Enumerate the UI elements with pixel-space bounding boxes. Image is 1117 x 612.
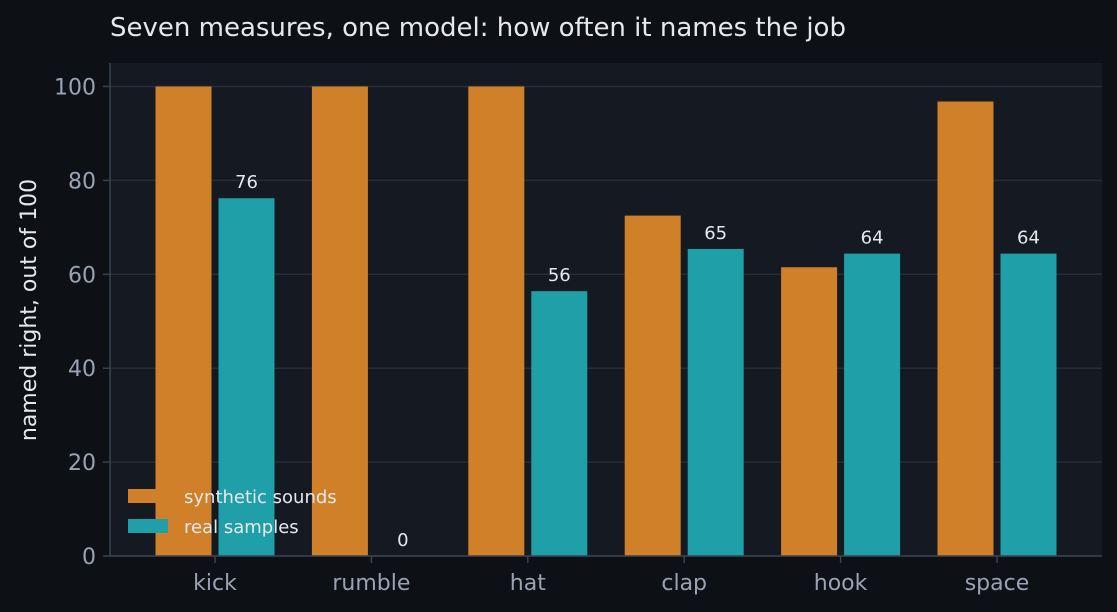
y-tick-label: 0: [82, 545, 96, 570]
bar-space-synthetic: [937, 101, 994, 557]
legend-swatch: [128, 519, 168, 533]
data-label: 65: [704, 223, 727, 244]
plot-area: [110, 63, 1102, 556]
bar-hook-synthetic: [781, 267, 838, 556]
bar-hat-real: [531, 291, 588, 556]
y-axis-label: named right, out of 100: [17, 179, 42, 441]
legend-swatch: [128, 489, 168, 503]
bar-rumble-synthetic: [311, 86, 368, 556]
data-label: 56: [548, 265, 571, 286]
chart-title: Seven measures, one model: how often it …: [110, 13, 846, 43]
x-tick-label: space: [965, 571, 1030, 596]
x-tick-label: hook: [814, 571, 868, 596]
x-tick-label: rumble: [332, 571, 410, 596]
x-tick-label: clap: [661, 571, 707, 596]
bar-clap-synthetic: [624, 215, 681, 556]
legend-label: real samples: [184, 517, 299, 538]
x-ticks: kick rumble hat clap hook space: [193, 571, 1029, 596]
data-label: 64: [861, 228, 884, 249]
legend: synthetic sounds real samples: [128, 487, 337, 538]
data-label: 76: [235, 172, 258, 193]
bar-kick-real: [218, 198, 275, 557]
x-tick-label: kick: [193, 571, 237, 596]
y-tick-label: 20: [68, 451, 96, 476]
bar-hat-synthetic: [468, 86, 525, 556]
y-tick-label: 60: [68, 263, 96, 288]
bar-kick-synthetic: [155, 86, 212, 556]
y-ticks: 0 20 40 60 80 100: [54, 75, 96, 570]
y-tick-label: 80: [68, 169, 96, 194]
data-label: 64: [1017, 228, 1040, 249]
y-tick-label: 40: [68, 357, 96, 382]
legend-label: synthetic sounds: [184, 487, 337, 508]
bar-space-real: [1000, 253, 1057, 557]
bars: [155, 86, 1057, 557]
bar-hook-real: [844, 253, 901, 557]
y-tick-label: 100: [54, 75, 96, 100]
axes: [103, 63, 1102, 563]
bar-clap-real: [687, 248, 744, 556]
data-labels: 76 0 56 65 64 64: [235, 172, 1040, 551]
x-tick-label: hat: [510, 571, 546, 596]
data-label: 0: [397, 530, 408, 551]
